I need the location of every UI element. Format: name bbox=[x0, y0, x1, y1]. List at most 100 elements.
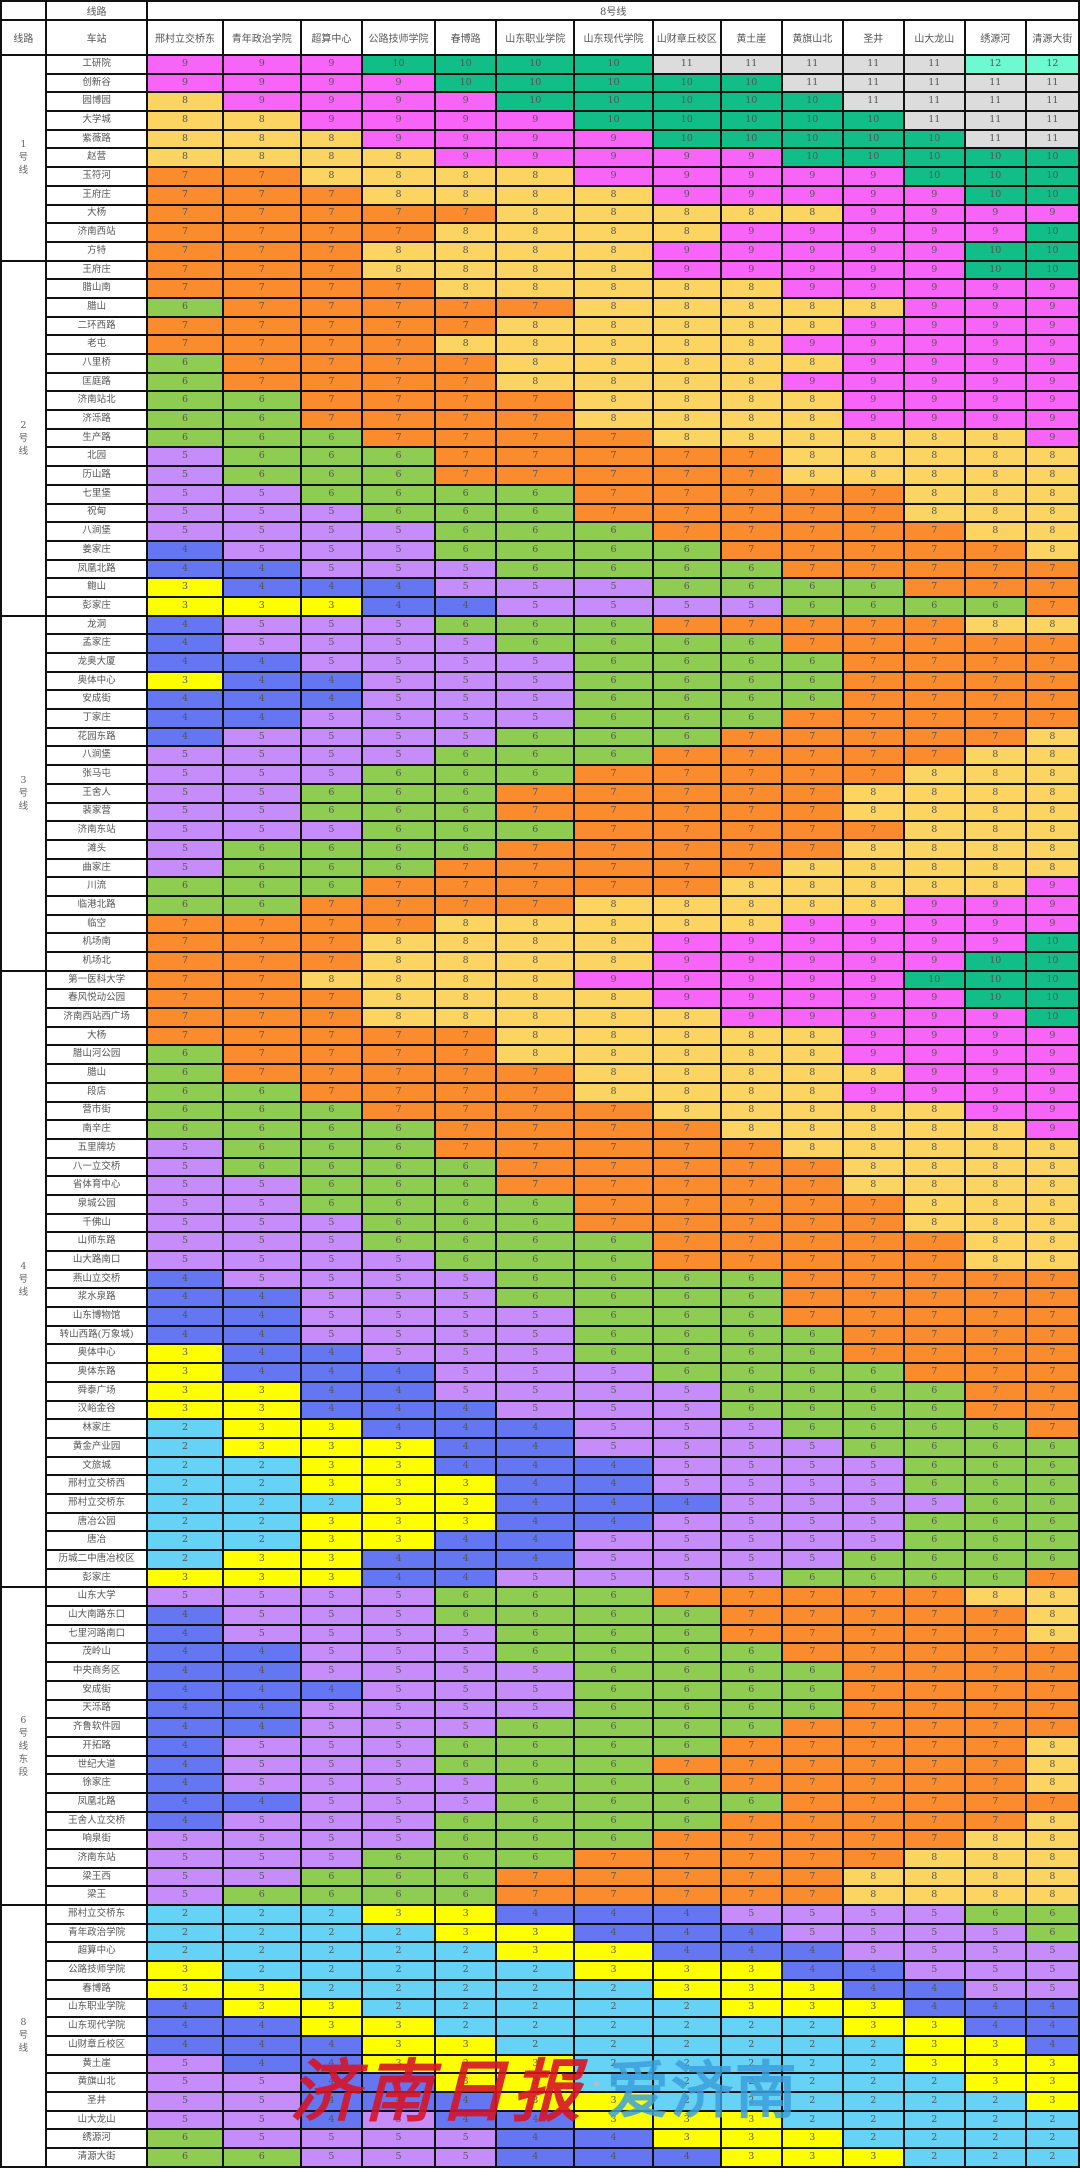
table-row: 黄金产业园 2 3 3 3 4 4 5 5 5 5 6 6 6 6 bbox=[1, 1436, 1080, 1458]
fare-cell: 3 bbox=[780, 1997, 844, 2019]
fare-cell: 7 bbox=[360, 894, 437, 916]
fare-cell: 5 bbox=[651, 1436, 722, 1458]
fare-cell: 7 bbox=[221, 969, 302, 991]
fare-cell: 2 bbox=[1024, 2128, 1080, 2149]
fare-cell: 7 bbox=[719, 539, 783, 561]
fare-cell: 9 bbox=[780, 240, 844, 262]
table-row: 老屯 7 7 7 7 8 8 8 8 8 9 9 9 9 9 bbox=[1, 334, 1080, 355]
station-name: 凤凰北路 bbox=[44, 1791, 149, 1813]
fare-cell: 4 bbox=[146, 1642, 224, 1664]
fare-cell: 8 bbox=[1024, 764, 1080, 785]
fare-cell: 6 bbox=[495, 633, 576, 654]
fare-cell: 6 bbox=[719, 1661, 783, 1682]
fare-cell: 4 bbox=[1024, 1997, 1080, 2019]
fare-cell: 4 bbox=[146, 539, 224, 561]
fare-cell: 8 bbox=[360, 259, 437, 281]
fare-cell: 9 bbox=[651, 988, 722, 1010]
fare-cell: 8 bbox=[780, 296, 844, 318]
table-row: 3号线 龙洞 4 5 5 5 6 6 6 7 7 7 7 7 8 8 bbox=[0, 614, 1080, 972]
fare-cell: 4 bbox=[434, 595, 498, 617]
fare-cell: 4 bbox=[221, 1287, 302, 1309]
fare-cell: 7 bbox=[434, 1137, 498, 1159]
fare-cell: 8 bbox=[902, 483, 966, 505]
fare-cell: 3 bbox=[963, 2053, 1027, 2075]
fare-cell: 11 bbox=[841, 54, 905, 75]
fare-cell: 9 bbox=[1024, 1081, 1080, 1103]
fare-cell: 7 bbox=[963, 539, 1027, 561]
fare-cell: 7 bbox=[780, 1268, 844, 1290]
fare-cell: 6 bbox=[651, 1324, 722, 1346]
fare-cell: 5 bbox=[495, 708, 576, 729]
fare-cell: 5 bbox=[221, 745, 302, 767]
fare-cell: 7 bbox=[221, 166, 302, 187]
table-row: 6号线东段 山东大学 5 5 5 5 6 6 6 7 7 7 7 7 8 8 bbox=[0, 1586, 1080, 1907]
fare-cell: 8 bbox=[963, 1829, 1027, 1850]
table-row: 临港北路 6 6 7 7 7 7 8 8 8 8 8 9 9 9 bbox=[1, 894, 1080, 916]
fare-cell: 6 bbox=[573, 1717, 654, 1738]
fare-cell: 2 bbox=[221, 1455, 302, 1477]
fare-cell: 4 bbox=[146, 1324, 224, 1346]
fare-cell: 7 bbox=[573, 1119, 654, 1140]
fare-cell: 5 bbox=[221, 764, 302, 785]
fare-cell: 6 bbox=[780, 1362, 844, 1383]
fare-cell: 6 bbox=[780, 1380, 844, 1402]
fare-cell: 9 bbox=[1024, 894, 1080, 916]
fare-cell: 4 bbox=[221, 1362, 302, 1383]
column-header-destination: 公路技师学院 bbox=[360, 19, 437, 56]
fare-cell: 4 bbox=[221, 708, 302, 729]
fare-cell: 8 bbox=[360, 932, 437, 953]
fare-cell: 7 bbox=[299, 222, 363, 243]
fare-cell: 7 bbox=[902, 1287, 966, 1309]
fare-cell: 6 bbox=[495, 1605, 576, 1626]
fare-cell: 5 bbox=[299, 726, 363, 748]
fare-cell: 5 bbox=[780, 1436, 844, 1458]
fare-cell: 7 bbox=[780, 521, 844, 542]
fare-cell: 8 bbox=[841, 446, 905, 468]
fare-cell: 4 bbox=[360, 1380, 437, 1402]
table-row: 北园 5 6 6 6 7 7 7 7 7 8 8 8 8 8 bbox=[1, 446, 1080, 468]
fare-cell: 8 bbox=[963, 446, 1027, 468]
fare-cell: 6 bbox=[1024, 1474, 1080, 1495]
fare-cell: 7 bbox=[651, 483, 722, 505]
fare-cell: 7 bbox=[651, 521, 722, 542]
station-name: 腊山南 bbox=[44, 278, 149, 299]
fare-cell: 8 bbox=[719, 371, 783, 393]
fare-cell: 2 bbox=[902, 2147, 966, 2168]
table-row: 方特 7 7 7 8 8 8 8 9 9 9 9 9 10 10 bbox=[1, 240, 1080, 262]
fare-cell: 7 bbox=[434, 1044, 498, 1066]
table-row: 中央商务区 4 4 5 5 5 5 6 6 6 6 7 7 7 7 bbox=[1, 1661, 1080, 1682]
fare-cell: 6 bbox=[146, 390, 224, 412]
fare-cell: 7 bbox=[719, 1586, 783, 1608]
fare-cell: 5 bbox=[719, 1511, 783, 1533]
fare-cell: 3 bbox=[573, 2090, 654, 2112]
fare-cell: 9 bbox=[719, 240, 783, 262]
fare-cell: 6 bbox=[963, 1904, 1027, 1925]
fare-cell: 9 bbox=[1024, 409, 1080, 430]
station-name: 北园 bbox=[44, 446, 149, 468]
fare-cell: 6 bbox=[651, 1661, 722, 1682]
fare-cell: 5 bbox=[360, 539, 437, 561]
fare-cell: 7 bbox=[902, 521, 966, 542]
fare-cell: 9 bbox=[902, 259, 966, 281]
table-row: 王府庄 7 7 7 8 8 8 8 9 9 9 9 9 10 10 bbox=[1, 184, 1080, 206]
station-name: 匡庭路 bbox=[44, 371, 149, 393]
station-name: 机场北 bbox=[44, 951, 149, 972]
fare-cell: 9 bbox=[651, 259, 722, 281]
fare-cell: 6 bbox=[841, 1380, 905, 1402]
station-name: 龙奥大厦 bbox=[44, 652, 149, 673]
fare-cell: 7 bbox=[841, 1623, 905, 1645]
fare-cell: 9 bbox=[902, 278, 966, 299]
fare-cell: 9 bbox=[902, 353, 966, 374]
fare-cell: 8 bbox=[719, 1100, 783, 1122]
fare-cell: 11 bbox=[902, 54, 966, 75]
fare-cell: 2 bbox=[902, 2128, 966, 2149]
fare-cell: 2 bbox=[495, 1978, 576, 2000]
station-name: 第一医科大学 bbox=[44, 969, 149, 991]
fare-cell: 5 bbox=[651, 1530, 722, 1551]
fare-cell: 7 bbox=[780, 1866, 844, 1888]
fare-cell: 5 bbox=[902, 1492, 966, 1514]
fare-cell: 6 bbox=[651, 1362, 722, 1383]
fare-cell: 7 bbox=[719, 1250, 783, 1271]
fare-cell: 5 bbox=[360, 1642, 437, 1664]
fare-cell: 6 bbox=[780, 670, 844, 692]
